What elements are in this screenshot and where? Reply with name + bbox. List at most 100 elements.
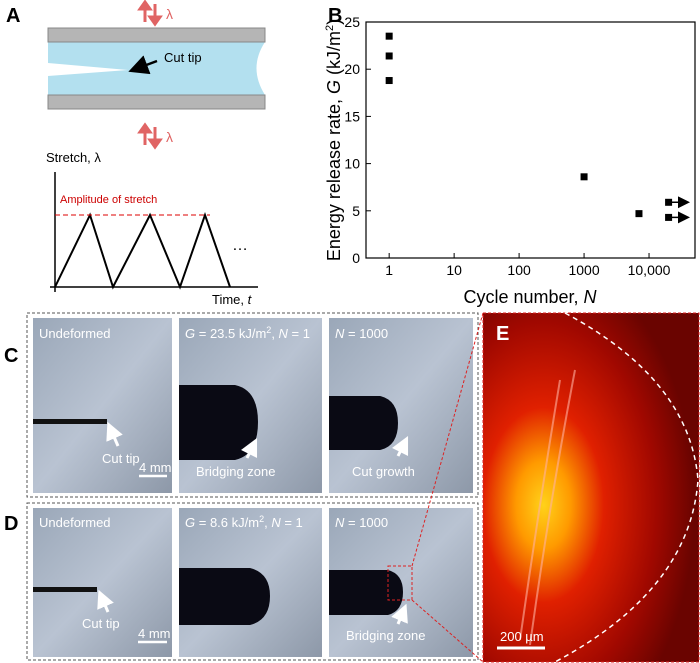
- lambda: λ: [166, 6, 173, 22]
- scale-label: 200 µm: [500, 629, 544, 644]
- y-tick-label: 20: [344, 61, 360, 77]
- y-tick-label: 0: [352, 250, 360, 266]
- y-label: Stretch, λ: [46, 150, 101, 165]
- photo: [33, 508, 172, 657]
- y-tick-label: 15: [344, 108, 360, 124]
- text: t: [248, 292, 253, 307]
- cut: [33, 587, 97, 592]
- zoom-box: [387, 565, 413, 601]
- arrow: [240, 437, 258, 459]
- text: ): [324, 19, 344, 25]
- zoom-line: [411, 312, 484, 567]
- y-axis-label: Energy release rate, G (kJ/m2): [324, 19, 344, 261]
- plot-frame: [365, 21, 696, 259]
- text: = 8.6 kJ/m: [195, 515, 259, 530]
- text: Undeformed: [39, 326, 111, 341]
- point: [385, 77, 393, 85]
- panel-d: D Undeformed G = 8.6 kJ/m2, N = 1 N = 10…: [4, 502, 479, 661]
- gel: [48, 42, 265, 95]
- photo-title: Undeformed: [39, 326, 111, 341]
- callout: Cut tip: [82, 616, 120, 631]
- text: Cycle number,: [463, 287, 583, 307]
- text: Time,: [212, 292, 248, 307]
- photo-title: N = 1000: [335, 515, 388, 530]
- panel-label: D: [4, 513, 18, 535]
- point: [385, 32, 393, 40]
- cut: [179, 385, 258, 460]
- photo: [33, 318, 172, 493]
- arrow: [391, 435, 409, 457]
- arrow: [97, 589, 114, 613]
- text: G: [185, 515, 195, 530]
- text: Undeformed: [39, 515, 111, 530]
- cut: [329, 396, 398, 450]
- arrow: [106, 421, 123, 447]
- y-tick-label: 5: [352, 203, 360, 219]
- text: 2: [259, 514, 264, 524]
- arrow: [128, 55, 158, 75]
- cut: [33, 419, 107, 424]
- text: G: [324, 80, 344, 94]
- panel-label: C: [4, 345, 18, 367]
- scale-label: 4 mm: [139, 460, 172, 475]
- photo-title: Undeformed: [39, 515, 111, 530]
- panel-label: B: [328, 5, 342, 27]
- x-tick-label: 1: [385, 262, 393, 278]
- frame: [26, 312, 479, 498]
- text: N: [279, 326, 289, 341]
- fibers: [519, 369, 576, 646]
- gel-edge: [256, 42, 265, 95]
- x-tick-label: 10,000: [628, 262, 671, 278]
- cut: [329, 570, 403, 615]
- cut: [48, 63, 128, 76]
- panel-label: E: [496, 323, 509, 345]
- text: ,: [264, 515, 271, 530]
- panel-a: A Cut tip λ λ Amplitude of stretch … Str…: [6, 0, 266, 307]
- zoom-line: [411, 599, 484, 663]
- text: N: [271, 515, 281, 530]
- text: N: [584, 287, 598, 307]
- text: ,: [271, 326, 278, 341]
- cut: [179, 568, 270, 625]
- x-tick-label: 100: [507, 262, 531, 278]
- lambda: λ: [166, 129, 173, 145]
- text: G: [185, 326, 195, 341]
- y-tick-label: 25: [344, 14, 360, 30]
- photo-title: G = 8.6 kJ/m2, N = 1: [185, 514, 303, 530]
- text: = 1000: [344, 515, 388, 530]
- text: N: [335, 515, 345, 530]
- frame: [26, 502, 479, 661]
- lambda-arrows: [137, 0, 163, 150]
- point: [385, 52, 393, 60]
- point: [665, 198, 673, 206]
- panel-c: C Undeformed G = 23.5 kJ/m2, N = 1 N = 1…: [4, 312, 479, 498]
- panel-e: E 200 µm: [411, 312, 700, 663]
- callout: Cut growth: [352, 464, 415, 479]
- point: [580, 173, 588, 181]
- callout: Cut tip: [164, 50, 202, 65]
- text: N: [335, 326, 345, 341]
- x-axis-label: Cycle number, N: [463, 287, 597, 307]
- arrow: [391, 603, 408, 625]
- outline: [554, 312, 699, 663]
- point: [635, 210, 643, 218]
- text: = 23.5 kJ/m: [195, 326, 266, 341]
- photo-title: G = 23.5 kJ/m2, N = 1: [185, 325, 310, 341]
- callout: Bridging zone: [196, 464, 276, 479]
- plate: [47, 27, 266, 43]
- text: = 1000: [344, 326, 388, 341]
- micrograph: [482, 312, 700, 663]
- x-tick-label: 1000: [568, 262, 599, 278]
- x-tick-label: 10: [446, 262, 462, 278]
- stretch-wave: [54, 211, 231, 290]
- text: Energy release rate,: [324, 94, 344, 261]
- panel-label: A: [6, 5, 20, 27]
- annotation: Amplitude of stretch: [60, 194, 157, 206]
- scale-label: 4 mm: [138, 626, 171, 641]
- ellipsis: …: [232, 237, 248, 254]
- text: = 1: [281, 515, 303, 530]
- y-tick-label: 10: [344, 156, 360, 172]
